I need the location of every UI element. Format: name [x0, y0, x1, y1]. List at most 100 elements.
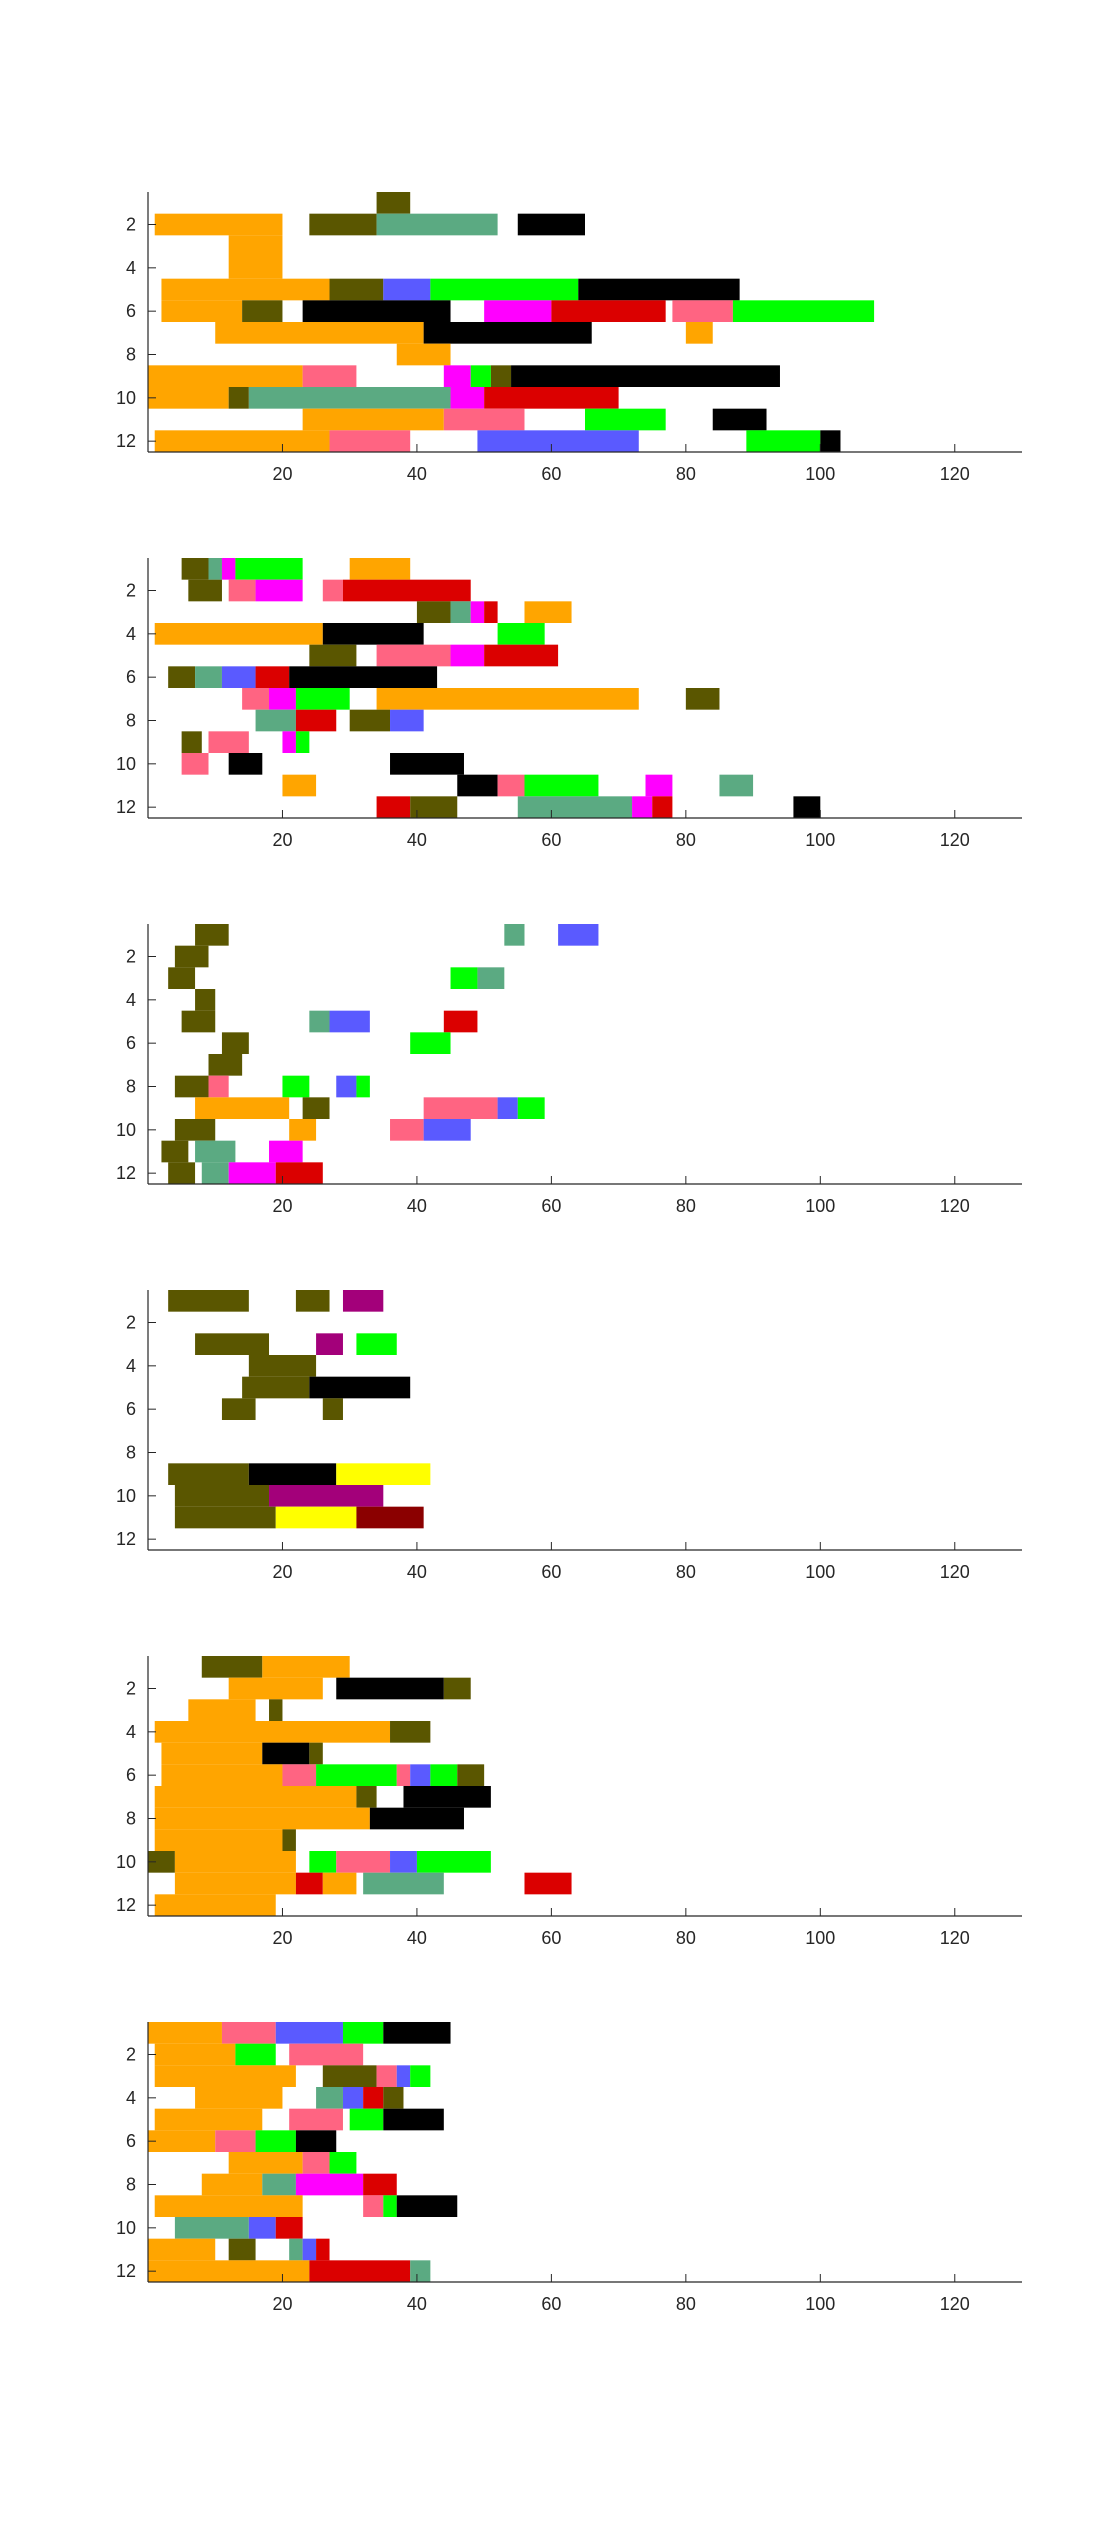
- bar-segment: [269, 688, 296, 710]
- bar-segment: [275, 2022, 343, 2044]
- bar-segment: [289, 2043, 364, 2066]
- bar-segment: [215, 322, 424, 344]
- bar-segment: [181, 558, 209, 580]
- bar-segment: [390, 1721, 431, 1743]
- bar-segment: [390, 1119, 424, 1141]
- bar-segment: [174, 1506, 276, 1529]
- bar-segment: [410, 1764, 431, 1786]
- bar-segment: [524, 601, 572, 623]
- bar-segment: [322, 1872, 357, 1895]
- x-tick-label: 80: [676, 2294, 696, 2314]
- bar-segment: [195, 666, 222, 688]
- bar-segment: [154, 623, 323, 645]
- bar-segment: [396, 2065, 411, 2087]
- bar-segment: [228, 2152, 303, 2174]
- bar-segment: [201, 1162, 229, 1184]
- bar-segment: [497, 1097, 518, 1119]
- bar-segment: [174, 1485, 270, 1507]
- bar-segment: [248, 1355, 317, 1377]
- bar-segment: [356, 1786, 377, 1808]
- bar-segment: [383, 2195, 397, 2217]
- bar-segment: [228, 753, 263, 775]
- bar-segment: [309, 644, 357, 667]
- bar-segment: [228, 257, 283, 279]
- y-tick-label: 2: [126, 2045, 136, 2065]
- bar-segment: [430, 1764, 458, 1786]
- y-tick-label: 10: [116, 1120, 136, 1140]
- bar-segment: [148, 2022, 222, 2044]
- bar-segment: [329, 430, 411, 452]
- bar-segment: [148, 1851, 175, 1873]
- bar-segment: [578, 278, 740, 301]
- x-tick-label: 20: [272, 2294, 292, 2314]
- bar-segment: [174, 945, 209, 968]
- bar-segment: [282, 774, 317, 797]
- bar-segment: [376, 688, 639, 710]
- bar-segment: [295, 2173, 364, 2196]
- y-tick-label: 6: [126, 667, 136, 687]
- bar-segment: [410, 796, 458, 818]
- y-tick-label: 6: [126, 301, 136, 321]
- bar-segment: [228, 1677, 323, 1700]
- bar-segment: [309, 213, 377, 236]
- y-tick-label: 2: [126, 215, 136, 235]
- bar-segment: [477, 967, 505, 989]
- x-tick-label: 120: [940, 1196, 970, 1216]
- bar-segment: [410, 1032, 451, 1054]
- bar-segment: [342, 2087, 364, 2109]
- bar-segment: [497, 623, 545, 645]
- bar-segment: [295, 688, 350, 710]
- bar-segment: [282, 731, 296, 753]
- chart-panel-4: 20 40 60 80 100 120 2 4 6 8 10 12: [116, 1290, 1022, 1582]
- bar-segment: [309, 1851, 337, 1873]
- bar-segment: [336, 1463, 431, 1485]
- y-tick-label: 10: [116, 1486, 136, 1506]
- bar-segment: [148, 2260, 310, 2282]
- bar-segment: [148, 387, 229, 409]
- x-tick-label: 20: [272, 1562, 292, 1582]
- bar-segment: [295, 1290, 330, 1312]
- bar-segment: [356, 1075, 370, 1098]
- bar-segment: [470, 365, 491, 387]
- bar-segment: [376, 192, 411, 214]
- x-tick-label: 120: [940, 830, 970, 850]
- bar-segment: [632, 796, 653, 818]
- y-tick-label: 6: [126, 1033, 136, 1053]
- y-tick-label: 6: [126, 1765, 136, 1785]
- bar-segment: [524, 1872, 572, 1895]
- x-tick-label: 60: [541, 1928, 561, 1948]
- bar-segment: [524, 774, 599, 797]
- bar-segment: [484, 644, 559, 667]
- bar-segment: [672, 300, 733, 322]
- bar-segment: [457, 1764, 485, 1786]
- bar-segment: [154, 2108, 263, 2131]
- bar-segment: [255, 666, 290, 688]
- bar-segment: [383, 2022, 451, 2044]
- bar-segment: [322, 1398, 343, 1420]
- y-tick-label: 10: [116, 388, 136, 408]
- bar-segment: [443, 1677, 471, 1700]
- y-tick-label: 4: [126, 624, 136, 644]
- y-tick-label: 2: [126, 1313, 136, 1333]
- y-tick-label: 8: [126, 1077, 136, 1097]
- bar-segment: [295, 709, 337, 732]
- bar-segment: [195, 1097, 290, 1119]
- bar-segment: [228, 1162, 276, 1184]
- bar-segment: [356, 1333, 397, 1355]
- x-tick-label: 60: [541, 830, 561, 850]
- bar-segment: [450, 387, 485, 409]
- bar-segment: [255, 579, 303, 602]
- bar-segment: [262, 1656, 350, 1678]
- bar-segment: [181, 731, 202, 753]
- bar-segment: [517, 796, 633, 818]
- bar-segment: [289, 1119, 317, 1141]
- bar-segment: [356, 1506, 424, 1529]
- bar-segment: [181, 1010, 216, 1033]
- bar-segment: [221, 558, 236, 580]
- bar-segment: [248, 387, 451, 409]
- chart-panel-6: 20 40 60 80 100 120 2 4 6 8 10 12: [116, 2022, 1022, 2314]
- bar-segment: [282, 1075, 310, 1098]
- bar-segment: [511, 365, 780, 387]
- bar-segment: [363, 2087, 384, 2109]
- x-tick-label: 80: [676, 1196, 696, 1216]
